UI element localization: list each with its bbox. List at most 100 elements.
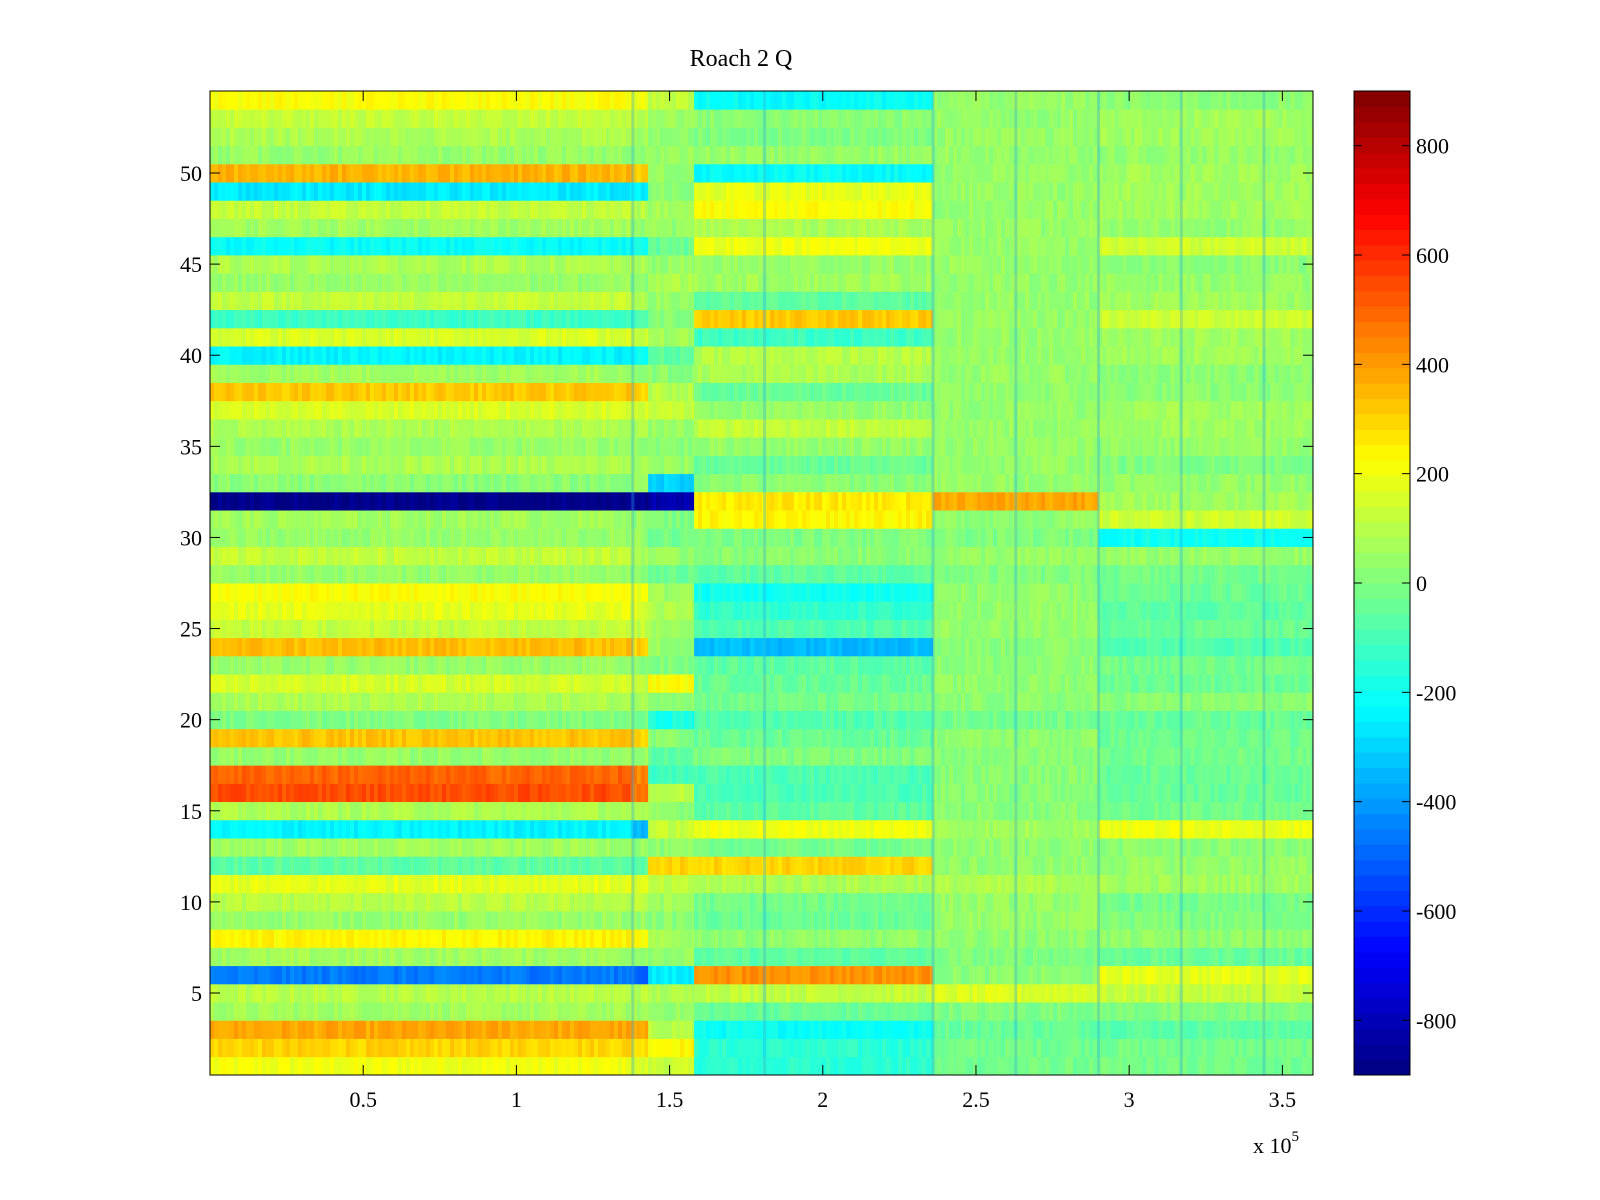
heatmap-cell <box>482 838 487 857</box>
heatmap-cell <box>1206 1056 1211 1076</box>
heatmap-cell <box>798 965 803 985</box>
heatmap-cell <box>850 765 855 784</box>
heatmap-cell <box>1061 747 1066 766</box>
heatmap-cell <box>1170 983 1175 1003</box>
heatmap-cell <box>870 874 875 894</box>
heatmap-cell <box>302 838 307 857</box>
heatmap-cell <box>794 801 799 821</box>
heatmap-cell <box>594 783 599 803</box>
heatmap-cell <box>1290 1038 1295 1058</box>
heatmap-cell <box>632 929 638 948</box>
heatmap-cell <box>526 801 531 821</box>
heatmap-cell <box>1037 1038 1042 1058</box>
heatmap-cell <box>630 747 634 766</box>
heatmap-cell <box>606 947 611 967</box>
heatmap-cell <box>1278 819 1283 839</box>
heatmap-cell <box>582 947 587 967</box>
heatmap-cell <box>1242 874 1247 894</box>
heatmap-cell <box>660 801 665 821</box>
heatmap-cell <box>774 783 779 803</box>
heatmap-cell <box>902 819 907 839</box>
heatmap-cell <box>358 1002 363 1021</box>
heatmap-cell <box>1162 911 1167 930</box>
heatmap-cell <box>594 983 599 1003</box>
heatmap-cell <box>630 929 634 948</box>
heatmap-cell <box>1274 983 1279 1003</box>
heatmap-cell <box>957 892 962 912</box>
heatmap-cell <box>226 965 231 985</box>
heatmap-cell <box>965 856 970 875</box>
heatmap-cell <box>770 874 775 894</box>
heatmap-cell <box>214 1038 219 1058</box>
heatmap-cell <box>676 838 681 857</box>
heatmap-cell <box>286 747 291 766</box>
heatmap-cell <box>957 1056 962 1076</box>
heatmap-cell <box>214 947 219 967</box>
heatmap-cell <box>226 838 231 857</box>
heatmap-cell <box>550 929 555 948</box>
heatmap-cell <box>490 1002 495 1021</box>
heatmap-cell <box>910 856 915 875</box>
heatmap-cell <box>590 929 595 948</box>
heatmap-cell <box>290 1020 295 1039</box>
heatmap-cell <box>1238 801 1243 821</box>
heatmap-cell <box>318 801 323 821</box>
heatmap-cell <box>498 892 503 912</box>
heatmap-cell <box>914 856 919 875</box>
heatmap-cell <box>1254 911 1259 930</box>
heatmap-cell <box>1025 1002 1030 1021</box>
heatmap-cell <box>1134 1056 1139 1076</box>
heatmap-cell <box>630 1038 634 1058</box>
heatmap-cell <box>977 965 982 985</box>
heatmap-cell <box>1190 965 1195 985</box>
heatmap-cell <box>1270 1056 1275 1076</box>
heatmap-cell <box>486 765 491 784</box>
heatmap-cell <box>742 911 747 930</box>
heatmap-cell <box>334 965 339 985</box>
heatmap-cell <box>770 783 775 803</box>
heatmap-cell <box>734 965 739 985</box>
heatmap-cell <box>1073 1056 1078 1076</box>
heatmap-cell <box>1093 838 1098 857</box>
heatmap-cell <box>898 1020 903 1039</box>
heatmap-cell <box>1162 1002 1167 1021</box>
heatmap-cell <box>1182 1038 1187 1058</box>
heatmap-cell <box>953 801 958 821</box>
heatmap-cell <box>1218 892 1223 912</box>
heatmap-cell <box>382 1056 387 1076</box>
heatmap-cell <box>1045 947 1050 967</box>
heatmap-cell <box>370 892 375 912</box>
heatmap-cell <box>1182 911 1187 930</box>
heatmap-cell <box>542 1020 547 1039</box>
heatmap-cell <box>1130 965 1135 985</box>
heatmap-cell <box>977 874 982 894</box>
heatmap-cell <box>1077 892 1082 912</box>
heatmap-cell <box>702 874 707 894</box>
heatmap-cell <box>1278 1038 1283 1058</box>
heatmap-cell <box>1037 747 1042 766</box>
heatmap-cell <box>1001 819 1006 839</box>
heatmap-cell <box>298 965 303 985</box>
heatmap-cell <box>684 929 689 948</box>
heatmap-cell <box>1146 983 1151 1003</box>
heatmap-cell <box>1182 929 1187 948</box>
heatmap-cell <box>382 874 387 894</box>
heatmap-cell <box>1238 765 1243 784</box>
heatmap-cell <box>702 838 707 857</box>
heatmap-cell <box>1186 856 1191 875</box>
heatmap-cell <box>890 911 895 930</box>
heatmap-cell <box>798 929 803 948</box>
heatmap-cell <box>814 892 819 912</box>
heatmap-cell <box>1102 1002 1107 1021</box>
heatmap-cell <box>214 1056 219 1076</box>
heatmap-cell <box>602 965 607 985</box>
heatmap-cell <box>378 1020 383 1039</box>
heatmap-cell <box>746 838 751 857</box>
heatmap-cell <box>330 801 335 821</box>
heatmap-cell <box>1174 1056 1179 1076</box>
heatmap-cell <box>438 983 443 1003</box>
heatmap-cell <box>1009 892 1014 912</box>
heatmap-cell <box>898 965 903 985</box>
heatmap-cell <box>626 1038 631 1058</box>
heatmap-cell <box>1150 856 1155 875</box>
